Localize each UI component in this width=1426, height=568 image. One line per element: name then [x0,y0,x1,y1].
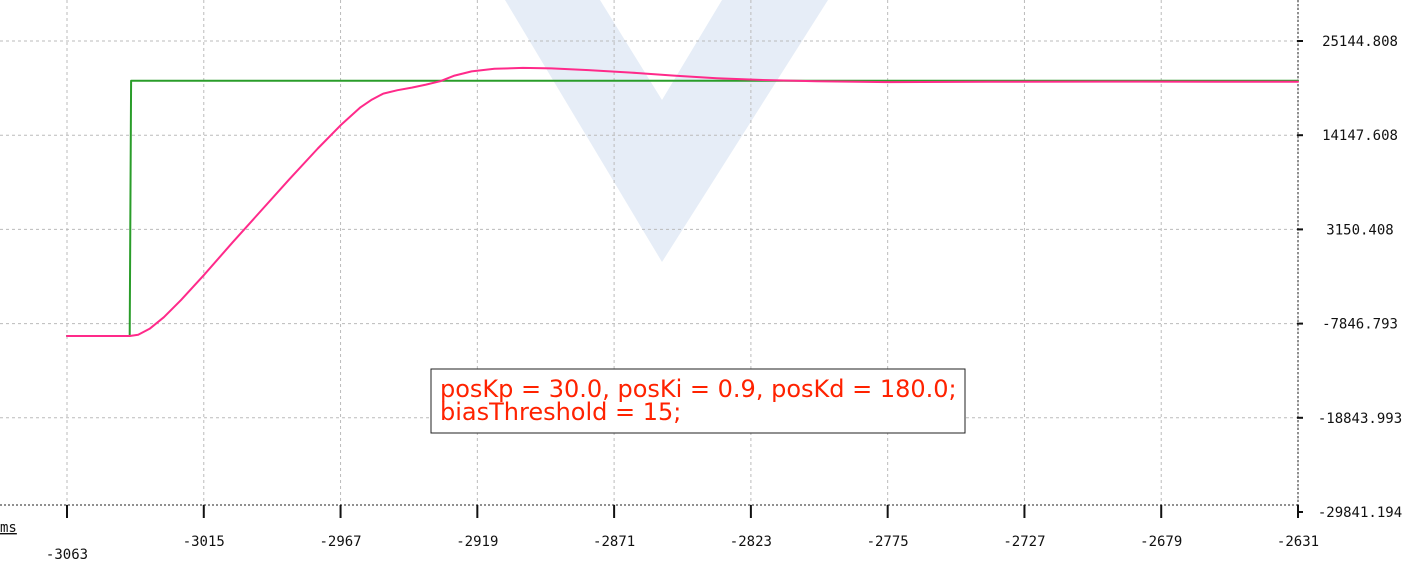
chart-axes [0,0,1299,517]
y-tick-label: -29841.194 [1318,505,1402,521]
y-tick-label: 14147.608 [1322,128,1398,144]
x-tick-label: -2679 [1140,534,1182,550]
chart-grid [0,0,1299,505]
x-tick-label: -2967 [319,534,361,550]
x-tick-label: -2871 [593,534,635,550]
x-tick-label: -2775 [867,534,909,550]
series-line-actual [66,66,1299,337]
watermark-shape [505,0,828,262]
x-axis-ticks: -3063 -3015 -2967 -2919 -2871 -2823 -2775 -2727… [46,505,1319,563]
y-tick-label: 25144.808 [1322,34,1398,50]
y-tick-label: -7846.793 [1322,317,1398,333]
x-axis-unit-label: ms [0,520,17,536]
x-tick-label: -2919 [456,534,498,550]
watermark-logo [505,0,828,262]
y-tick-label: -18843.993 [1318,411,1402,427]
series-lines [66,66,1299,337]
x-tick-label: -2631 [1277,534,1319,550]
annotation-line-1: posKp = 30.0, posKi = 0.9, posKd = 180.0… [440,375,957,403]
x-tick-label: -2823 [730,534,772,550]
annotation-box: posKp = 30.0, posKi = 0.9, posKd = 180.0… [430,368,966,434]
x-tick-label: -3015 [183,534,225,550]
annotation-border [430,368,966,434]
x-tick-label: -3063 [46,547,88,563]
annotation-line-2: biasThreshold = 15; [440,398,681,426]
y-tick-label: 3150.408 [1326,222,1393,238]
x-tick-label: -2727 [1003,534,1045,550]
y-axis-ticks: 25144.808 14147.608 3150.408 -7846.793 -1884… [1297,34,1402,521]
